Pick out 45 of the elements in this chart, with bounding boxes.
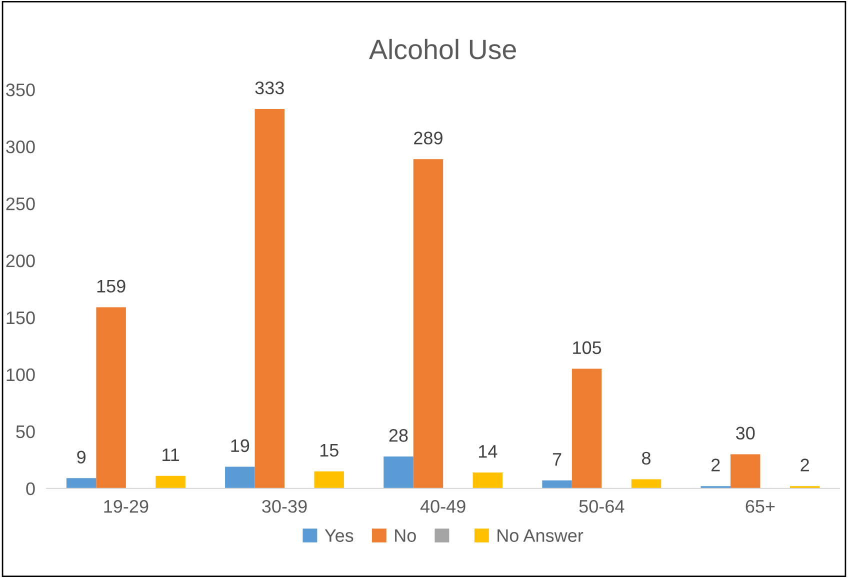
x-tick-label: 30-39 <box>262 500 307 513</box>
data-label: 9 <box>77 450 86 464</box>
y-tick-label: 350 <box>6 84 35 96</box>
data-label: 289 <box>414 132 442 144</box>
data-label: 14 <box>479 445 498 458</box>
bar <box>572 368 602 488</box>
bar <box>254 108 285 488</box>
legend-label: Yes <box>324 529 354 542</box>
data-label: 28 <box>389 429 408 442</box>
data-label: 19 <box>231 439 250 452</box>
legend-label: No <box>395 529 416 542</box>
bar <box>472 472 503 488</box>
bar <box>384 456 414 488</box>
bar <box>96 307 126 488</box>
y-tick-label: 300 <box>6 140 35 154</box>
chart-title: Alcohol Use <box>369 38 516 60</box>
data-label: 2 <box>712 458 720 472</box>
legend-label: No Answer <box>498 529 584 542</box>
bar <box>631 479 662 488</box>
data-label: 2 <box>800 458 809 472</box>
bar <box>156 476 186 488</box>
data-label: 7 <box>552 453 562 466</box>
bar <box>413 159 444 488</box>
y-tick-label: 50 <box>16 425 35 438</box>
x-tick-label: 65+ <box>746 500 775 513</box>
data-label: 159 <box>97 280 126 293</box>
data-label: 15 <box>320 444 338 457</box>
y-tick-label: 250 <box>6 197 35 210</box>
bar <box>66 478 96 488</box>
data-label: 333 <box>255 81 284 94</box>
x-tick-label: 40-49 <box>420 500 466 513</box>
data-label: 8 <box>642 452 650 465</box>
y-tick-label: 100 <box>6 368 35 382</box>
bar <box>730 454 760 488</box>
x-tick-label: 19-29 <box>104 500 148 513</box>
y-tick-label: 0 <box>26 482 35 496</box>
y-tick-label: 200 <box>6 254 35 268</box>
x-tick-label: 50-64 <box>579 500 624 513</box>
bar <box>542 480 572 488</box>
data-label: 11 <box>162 448 180 462</box>
data-label: 30 <box>736 426 755 440</box>
bar <box>314 471 344 488</box>
y-tick-label: 150 <box>6 311 35 324</box>
bar <box>225 466 255 488</box>
data-label: 105 <box>573 341 602 354</box>
